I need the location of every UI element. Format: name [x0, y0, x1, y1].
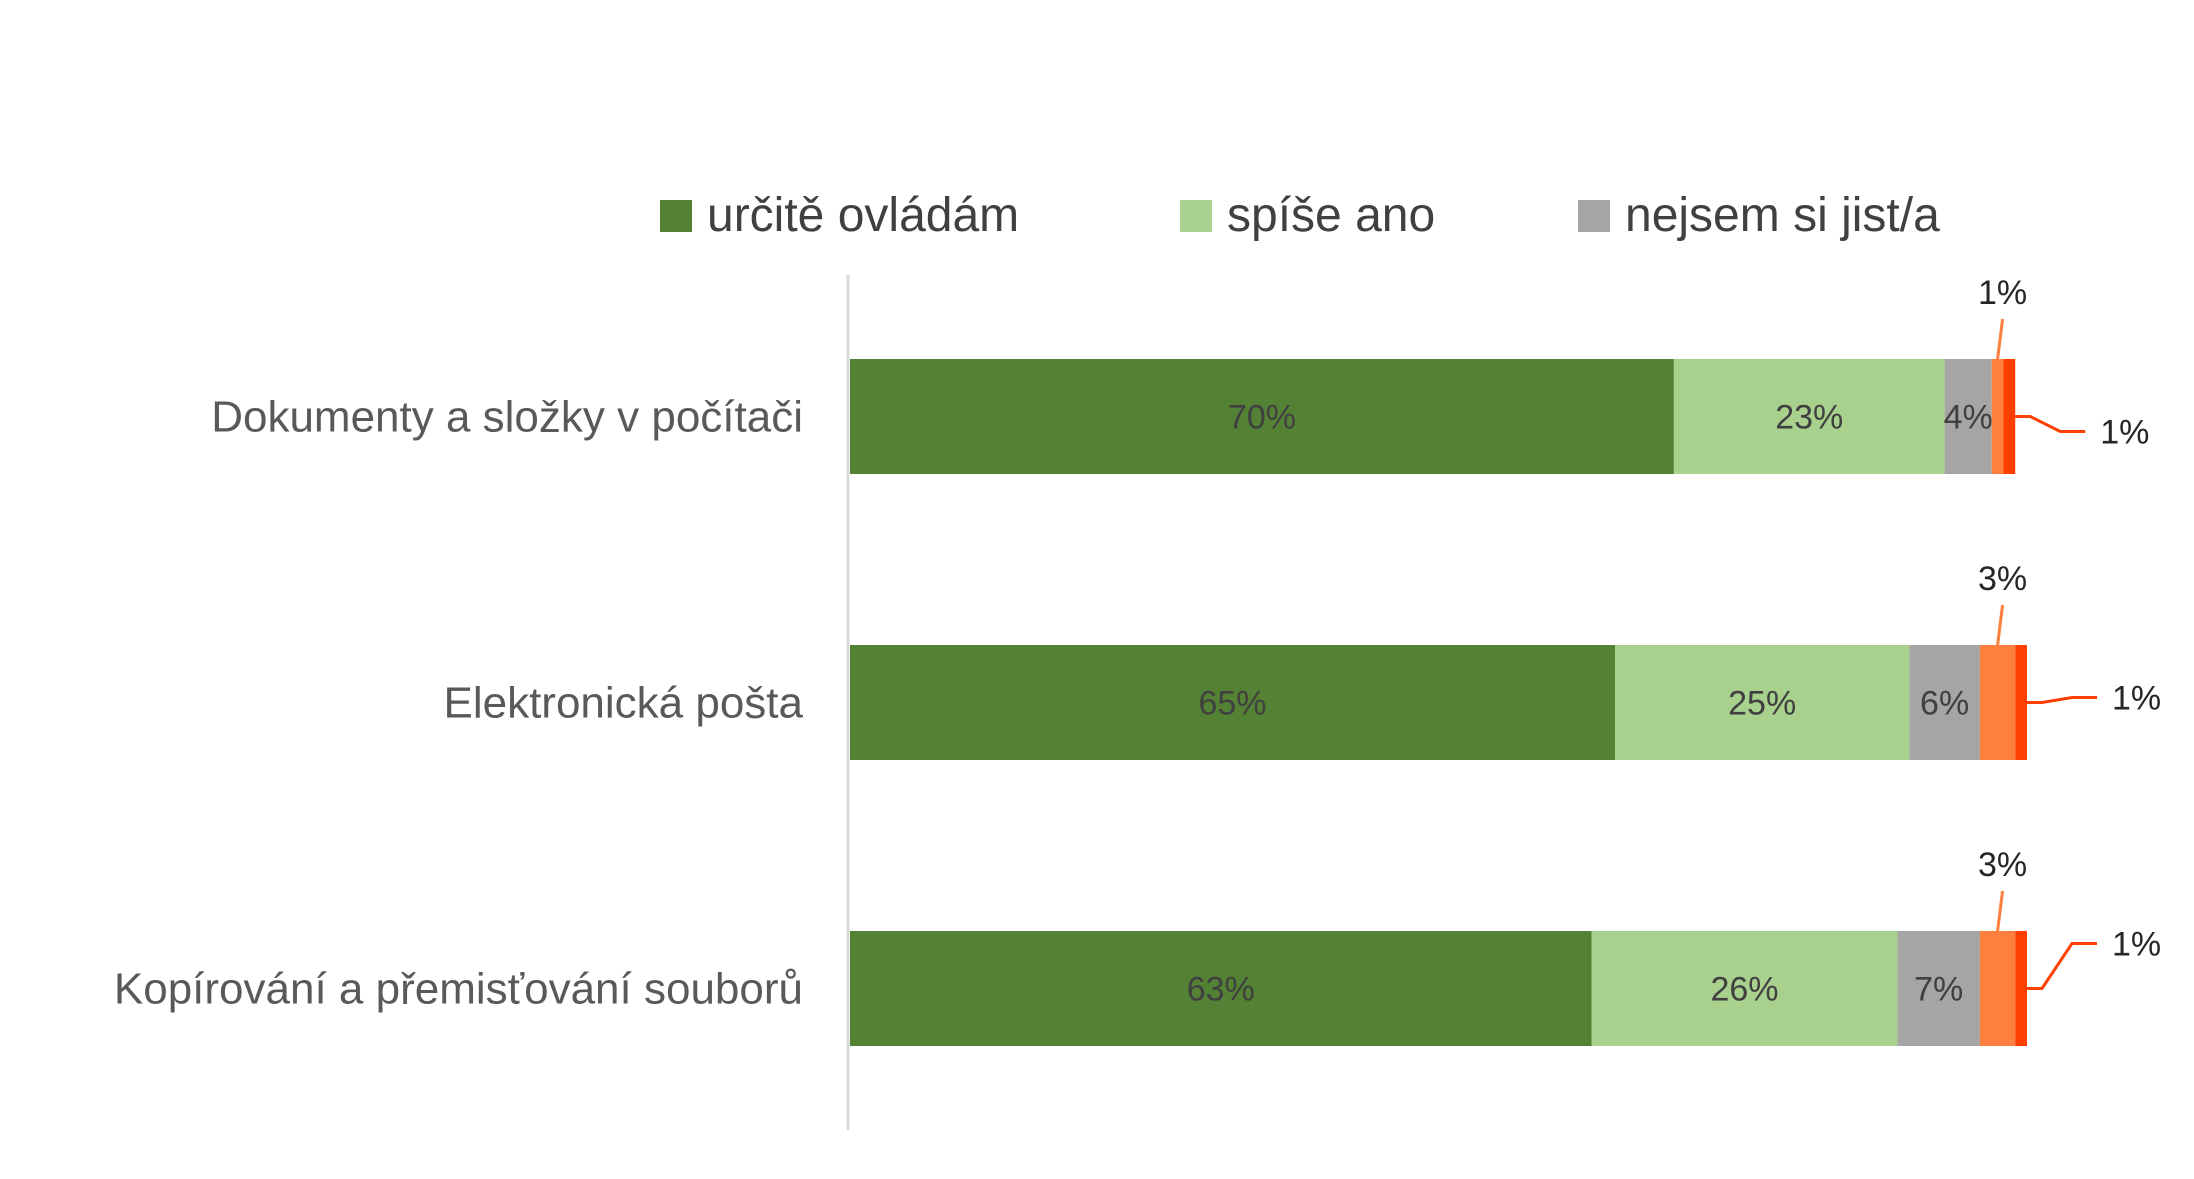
legend-swatch-nejsem-si-jist-a: [1578, 200, 1610, 232]
data-labels: 70% 23% 4% 1% 1% 65% 25% 6% 3% 1% 63% 26% 7% 3% 1%: [1187, 274, 2161, 1009]
category-labels: Dokumenty a složky v počítači Elektronick…: [114, 393, 804, 1014]
data-label-series-5-2: 1%: [2112, 680, 2161, 718]
bar-spise-ano-1: [1673, 359, 1945, 474]
leader-line-series-4-2: [1996, 604, 2005, 646]
bar-series-4-3: [1979, 931, 2016, 1046]
bar-spise-ano-2: [1615, 645, 1910, 760]
data-label-series-4-2: 3%: [1978, 560, 2027, 598]
bars: [850, 359, 2027, 1046]
data-label-nejsem-si-jist-a-3: 7%: [1914, 971, 1963, 1009]
leader-line-series-4-1: [1996, 318, 2005, 360]
leader-line-series-4-3: [1996, 890, 2005, 932]
bar-urcite-ovladam-3: [850, 931, 1592, 1046]
leader-line-series-5-1: [2015, 415, 2086, 433]
bar-series-5-2: [2015, 645, 2027, 760]
bar-series-4-2: [1979, 645, 2016, 760]
data-label-urcite-ovladam-3: 63%: [1187, 971, 1255, 1009]
data-label-series-4-3: 3%: [1978, 846, 2027, 884]
legend-label-nejsem-si-jist-a: nejsem si jist/a: [1625, 189, 1940, 242]
bar-nejsem-si-jist-a-2: [1909, 645, 1980, 760]
bar-nejsem-si-jist-a-3: [1897, 931, 1980, 1046]
data-label-spise-ano-2: 25%: [1728, 685, 1796, 723]
data-label-series-4-1: 1%: [1978, 274, 2027, 312]
bar-nejsem-si-jist-a-1: [1944, 359, 1992, 474]
bar-urcite-ovladam-2: [850, 645, 1616, 760]
legend-swatch-urcite-ovladam: [660, 200, 692, 232]
leader-line-series-5-2: [2027, 696, 2097, 704]
bar-urcite-ovladam-1: [850, 359, 1674, 474]
data-label-urcite-ovladam-1: 70%: [1228, 399, 1296, 437]
data-label-urcite-ovladam-2: 65%: [1198, 685, 1266, 723]
legend-label-spise-ano: spíše ano: [1227, 189, 1435, 242]
legend-swatch-spise-ano: [1180, 200, 1212, 232]
leader-line-series-5-3: [2027, 942, 2097, 990]
bar-series-4-1: [1991, 359, 2004, 474]
bar-spise-ano-3: [1591, 931, 1898, 1046]
data-label-series-5-3: 1%: [2112, 926, 2161, 964]
category-label-elektronicka-posta: Elektronická pošta: [443, 679, 803, 728]
data-label-nejsem-si-jist-a-1: 4%: [1944, 399, 1993, 437]
legend-label-urcite-ovladam: určitě ovládám: [707, 189, 1019, 242]
bar-series-5-1: [2003, 359, 2016, 474]
data-label-spise-ano-1: 23%: [1775, 399, 1843, 437]
data-label-spise-ano-3: 26%: [1710, 971, 1778, 1009]
category-label-kopirovani-a-premistovani-souboru: Kopírování a přemisťování souborů: [114, 965, 803, 1014]
data-label-series-5-1: 1%: [2100, 414, 2149, 452]
category-label-dokumenty-a-slozky-v-pocitaci: Dokumenty a složky v počítači: [211, 393, 803, 442]
data-label-nejsem-si-jist-a-2: 6%: [1920, 685, 1969, 723]
bar-series-5-3: [2015, 931, 2027, 1046]
legend: určitě ovládám spíše ano nejsem si jist/a: [660, 189, 1940, 242]
